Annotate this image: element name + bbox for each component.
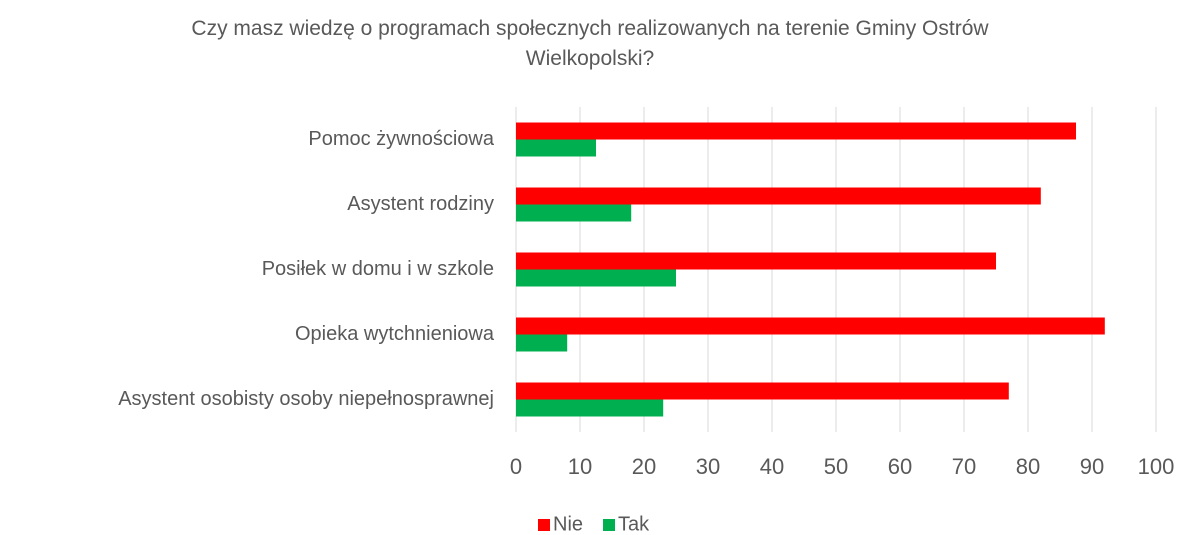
bar xyxy=(516,382,1009,400)
x-tick-label: 50 xyxy=(824,454,848,479)
x-tick-label: 60 xyxy=(888,454,912,479)
x-tick-label: 0 xyxy=(510,454,522,479)
bar xyxy=(516,269,676,287)
x-tick-label: 30 xyxy=(696,454,720,479)
bar xyxy=(516,317,1105,335)
x-tick-label: 80 xyxy=(1016,454,1040,479)
x-tick-label: 90 xyxy=(1080,454,1104,479)
bar xyxy=(516,122,1076,140)
bar xyxy=(516,252,996,270)
bar xyxy=(516,187,1041,205)
legend-swatch xyxy=(538,519,550,531)
bar xyxy=(516,334,568,352)
y-tick-label: Asystent osobisty osoby niepełnosprawnej xyxy=(118,388,494,410)
y-tick-label: Opieka wytchnieniowa xyxy=(295,323,495,345)
x-tick-label: 40 xyxy=(760,454,784,479)
chart-title: Czy masz wiedzę o programach społecznych… xyxy=(191,17,989,70)
x-tick-label: 100 xyxy=(1138,454,1175,479)
bar xyxy=(516,399,664,417)
bar xyxy=(516,204,632,222)
x-tick-label: 10 xyxy=(568,454,592,479)
x-tick-label: 20 xyxy=(632,454,656,479)
legend-swatch xyxy=(603,519,616,531)
y-tick-label: Posiłek w domu i w szkole xyxy=(262,258,494,280)
y-tick-label: Asystent rodziny xyxy=(347,193,494,215)
y-tick-label: Pomoc żywnościowa xyxy=(308,128,495,150)
bar xyxy=(516,139,596,157)
legend-label: Tak xyxy=(618,513,650,535)
x-tick-label: 70 xyxy=(952,454,976,479)
legend-label: Nie xyxy=(553,513,583,535)
